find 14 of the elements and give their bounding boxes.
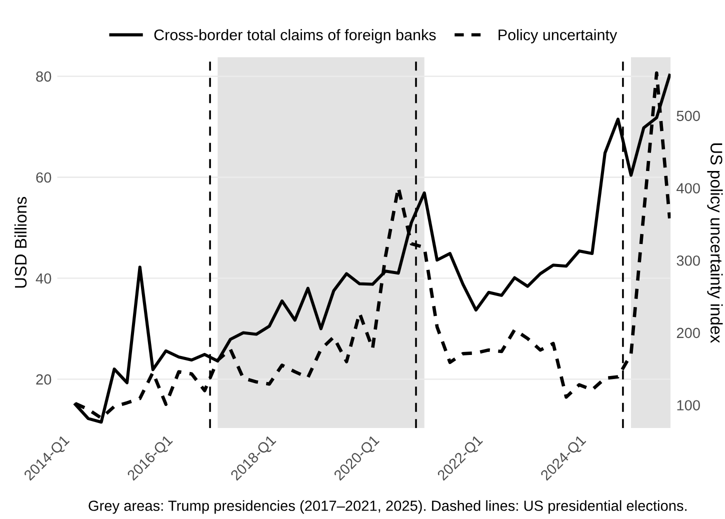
legend-label: Cross-border total claims of foreign banks bbox=[154, 29, 436, 44]
y2-tick-label: 100 bbox=[677, 400, 700, 410]
y2-tick-label: 300 bbox=[676, 255, 700, 266]
y-axis-title: USD Billions bbox=[14, 196, 27, 288]
y2-tick-label: 400 bbox=[676, 183, 700, 194]
y2-tick-label: 200 bbox=[676, 328, 700, 338]
y-tick-label: 60 bbox=[36, 172, 52, 183]
y-tick-label: 80 bbox=[36, 71, 52, 82]
y2-axis-title: US policy uncertainty index bbox=[707, 143, 723, 343]
y2-tick-label: 500 bbox=[676, 110, 700, 122]
text: Grey areas: Trump presidencies (2017–2021, 2025). Dashed lines: US presidential elections. bbox=[88, 500, 686, 514]
y-tick-label: 40 bbox=[36, 273, 52, 284]
y-tick-label: 20 bbox=[36, 374, 52, 385]
legend-label: Policy uncertainty bbox=[498, 29, 618, 44]
